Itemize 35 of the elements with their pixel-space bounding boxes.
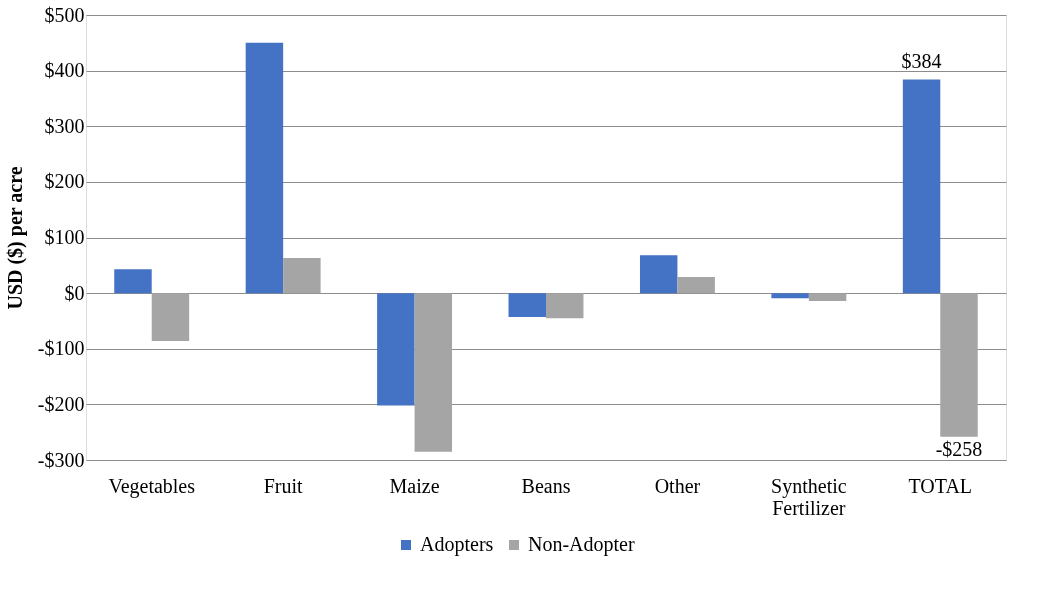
x-tick-label: Fruit <box>263 474 304 497</box>
y-tick-label: $400 <box>44 59 85 82</box>
x-tick-label: Synthetic Fertilizer <box>771 474 847 519</box>
y-tick-label: $300 <box>44 114 85 137</box>
y-tick-label: -$100 <box>37 337 85 360</box>
data-label: $384 <box>901 49 942 72</box>
y-tick-label: -$200 <box>37 392 85 415</box>
y-tick-label: $500 <box>44 3 85 26</box>
y-tick-label: -$300 <box>37 448 85 471</box>
bar <box>245 42 284 294</box>
legend-label: Non-Adopter <box>528 533 635 556</box>
y-tick-label: $200 <box>44 170 85 193</box>
bar <box>639 255 678 294</box>
bar <box>283 258 321 294</box>
bar <box>808 293 847 301</box>
bar <box>508 293 546 318</box>
legend-label: Adopters <box>420 533 494 556</box>
y-tick-label: $100 <box>44 226 85 248</box>
bar <box>151 293 190 341</box>
y-axis-title: USD ($) per acre <box>3 166 27 310</box>
x-tick-label: TOTAL <box>908 474 973 497</box>
x-tick-label: Maize <box>389 474 440 497</box>
y-tick-label: $0 <box>64 281 85 304</box>
bar <box>546 293 584 319</box>
bar <box>114 269 152 294</box>
x-tick-label: Other <box>654 474 701 497</box>
bar <box>677 276 715 294</box>
bar <box>902 79 941 294</box>
bar <box>377 293 415 406</box>
x-tick-label: Vegetables <box>108 474 196 498</box>
x-tick-label: Beans <box>521 474 571 497</box>
bar <box>414 293 453 452</box>
data-label: -$258 <box>935 437 983 460</box>
bar <box>940 293 978 437</box>
bar <box>771 293 809 299</box>
